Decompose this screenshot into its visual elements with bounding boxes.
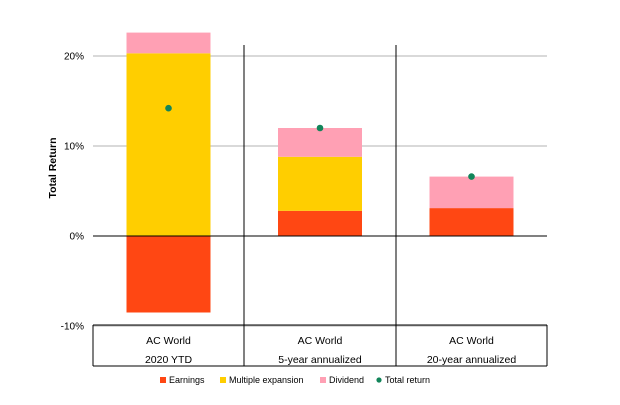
category-index-label: AC World xyxy=(146,335,191,347)
category-period-label: 2020 YTD xyxy=(145,354,193,366)
category-index-label: AC World xyxy=(449,335,494,347)
legend-label: Total return xyxy=(385,375,430,385)
legend-swatch xyxy=(160,377,166,383)
total-return-dot xyxy=(316,124,324,132)
y-tick-label: -10% xyxy=(61,322,84,333)
bar-segment xyxy=(429,176,514,209)
y-axis-ticks: -10% 0% 10% 20% xyxy=(61,52,84,333)
total-return-dot xyxy=(165,104,172,112)
y-axis-label: Total Return xyxy=(47,137,59,198)
legend-label: Earnings xyxy=(169,375,205,385)
legend: Earnings Multiple expansion Dividend Total … xyxy=(160,375,430,385)
bars xyxy=(126,32,514,313)
bar-segment xyxy=(126,32,211,54)
group-dividers xyxy=(243,45,397,366)
legend-swatch xyxy=(220,377,226,383)
legend-swatch xyxy=(320,377,326,383)
total-return-dot xyxy=(468,173,475,180)
legend-label: Multiple expansion xyxy=(229,375,304,385)
bar-segment xyxy=(278,128,362,157)
y-tick-label: 0% xyxy=(70,232,85,243)
y-tick-label: 20% xyxy=(64,52,84,63)
category-period-label: 20-year annualized xyxy=(427,354,516,366)
bar-segment xyxy=(126,236,211,313)
total-return-markers xyxy=(165,104,475,180)
legend-marker xyxy=(376,377,382,383)
category-index-label: AC World xyxy=(298,335,343,347)
category-table: AC World 2020 YTD AC World 5-year annualize… xyxy=(92,324,548,367)
bar-segment xyxy=(429,208,514,236)
bar-segment xyxy=(126,53,211,236)
bar-segment xyxy=(278,156,362,211)
bar-segment xyxy=(278,210,362,236)
category-period-label: 5-year annualized xyxy=(278,354,362,366)
y-tick-label: 10% xyxy=(64,142,84,153)
legend-label: Dividend xyxy=(329,375,364,385)
